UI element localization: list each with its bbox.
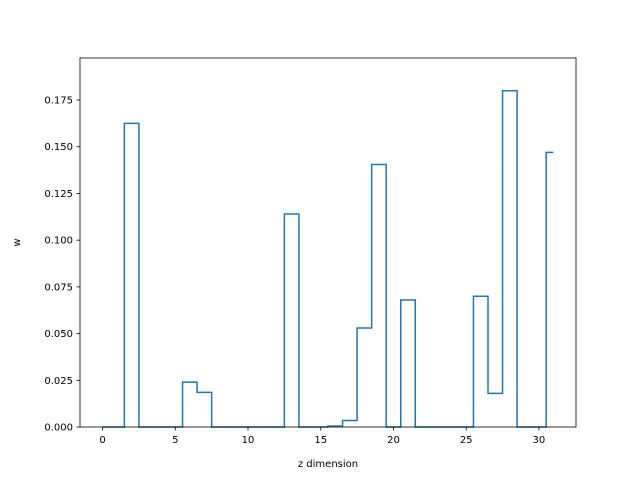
x-tick-label: 20 xyxy=(387,435,400,446)
y-axis: 0.000 0.025 0.050 0.075 0.100 0.125 0.150 0.175 xyxy=(44,96,80,434)
y-tick-label: 0.000 xyxy=(44,423,73,434)
y-tick-label: 0.125 xyxy=(44,189,73,200)
y-tick-label: 0.150 xyxy=(44,142,73,153)
x-tick-label: 0 xyxy=(99,435,105,446)
x-tick-label: 30 xyxy=(533,435,546,446)
x-axis-label: z dimension xyxy=(298,459,358,470)
x-tick-label: 10 xyxy=(242,435,255,446)
plot-area xyxy=(102,89,554,428)
y-tick-label: 0.050 xyxy=(44,329,73,340)
y-tick-label: 0.025 xyxy=(44,376,73,387)
y-tick-label: 0.100 xyxy=(44,236,73,247)
x-tick-label: 25 xyxy=(460,435,473,446)
series-step-line xyxy=(102,89,554,428)
axes-frame xyxy=(79,57,577,428)
y-tick-label: 0.075 xyxy=(44,282,73,293)
x-axis: 0 5 10 15 20 25 30 xyxy=(99,427,545,446)
y-tick-label: 0.175 xyxy=(44,96,73,107)
x-tick-label: 5 xyxy=(172,435,178,446)
y-axis-label: w xyxy=(12,238,23,246)
x-tick-label: 15 xyxy=(314,435,327,446)
